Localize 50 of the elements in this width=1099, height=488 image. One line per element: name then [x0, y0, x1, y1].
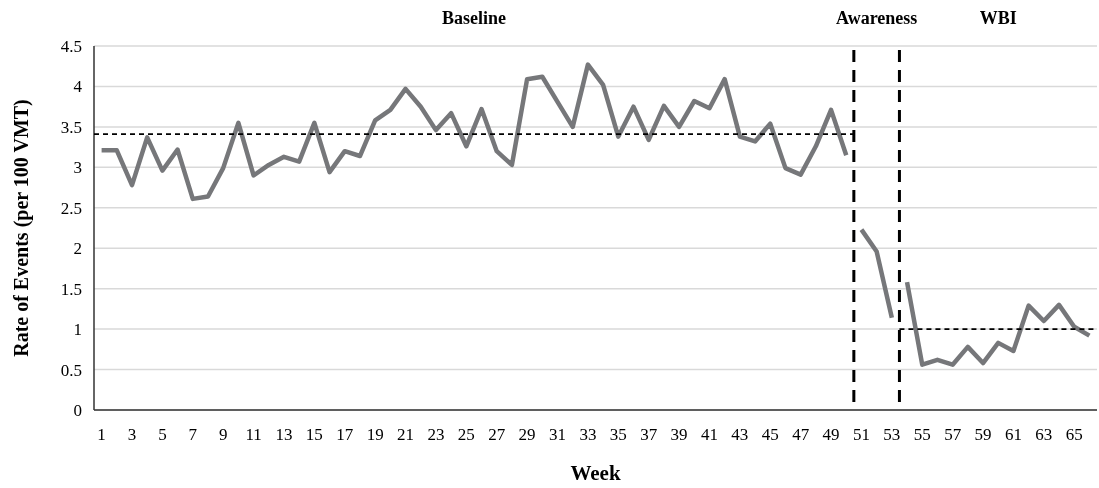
x-tick-label: 25 [457, 425, 475, 444]
x-tick-label: 31 [549, 425, 567, 444]
x-axis-title: Week [570, 461, 621, 485]
x-tick-label: 43 [731, 425, 749, 444]
y-tick-label: 1.5 [60, 279, 82, 299]
x-tick-label: 35 [609, 425, 627, 444]
y-tick-label: 3.5 [60, 117, 82, 137]
x-tick-label: 59 [974, 425, 992, 444]
x-tick-label: 39 [670, 425, 688, 444]
x-tick-label: 53 [883, 425, 901, 444]
x-tick-label: 47 [792, 425, 810, 444]
x-tick-label: 65 [1065, 425, 1083, 444]
x-tick-label: 37 [640, 425, 658, 444]
x-tick-label: 21 [397, 425, 415, 444]
x-tick-label: 9 [218, 425, 228, 444]
x-tick-label: 55 [913, 425, 931, 444]
y-tick-label: 1 [73, 320, 82, 340]
y-tick-label: 4.5 [60, 36, 82, 56]
x-tick-label: 33 [579, 425, 597, 444]
x-tick-label: 61 [1004, 425, 1022, 444]
line-series [99, 62, 849, 202]
x-tick-label: 11 [245, 425, 262, 444]
text: WBI [979, 8, 1017, 28]
x-tick-label: 27 [488, 425, 506, 444]
y-tick-label: 2 [73, 239, 82, 259]
x-tick-label: 15 [305, 425, 323, 444]
x-tick-label: 7 [188, 425, 198, 444]
x-tick-label: 45 [761, 425, 779, 444]
x-tick-label: 5 [158, 425, 167, 444]
y-tick-label: 2.5 [60, 198, 82, 218]
x-tick-label: 41 [700, 425, 718, 444]
x-tick-label: 23 [427, 425, 445, 444]
x-tick-label: 19 [366, 425, 384, 444]
x-tick-label: 1 [97, 425, 106, 444]
x-tick-label: 17 [336, 425, 354, 444]
x-tick-label: 13 [275, 425, 293, 444]
x-tick-label: 29 [518, 425, 536, 444]
y-tick-label: 4 [73, 77, 83, 97]
y-tick-label: 0 [73, 400, 82, 420]
x-tick-label: 49 [822, 425, 840, 444]
text: Awareness [835, 8, 918, 28]
x-tick-label: 51 [852, 425, 870, 444]
line-series [904, 279, 1092, 367]
y-tick-label: 3 [73, 158, 82, 178]
y-axis-title: Rate of Events (per 100 VMT) [10, 99, 33, 357]
y-tick-label: 0.5 [60, 360, 82, 380]
text: Baseline [441, 8, 506, 28]
x-tick-label: 57 [944, 425, 962, 444]
x-tick-label: 3 [127, 425, 137, 444]
x-tick-label: 63 [1035, 425, 1053, 444]
